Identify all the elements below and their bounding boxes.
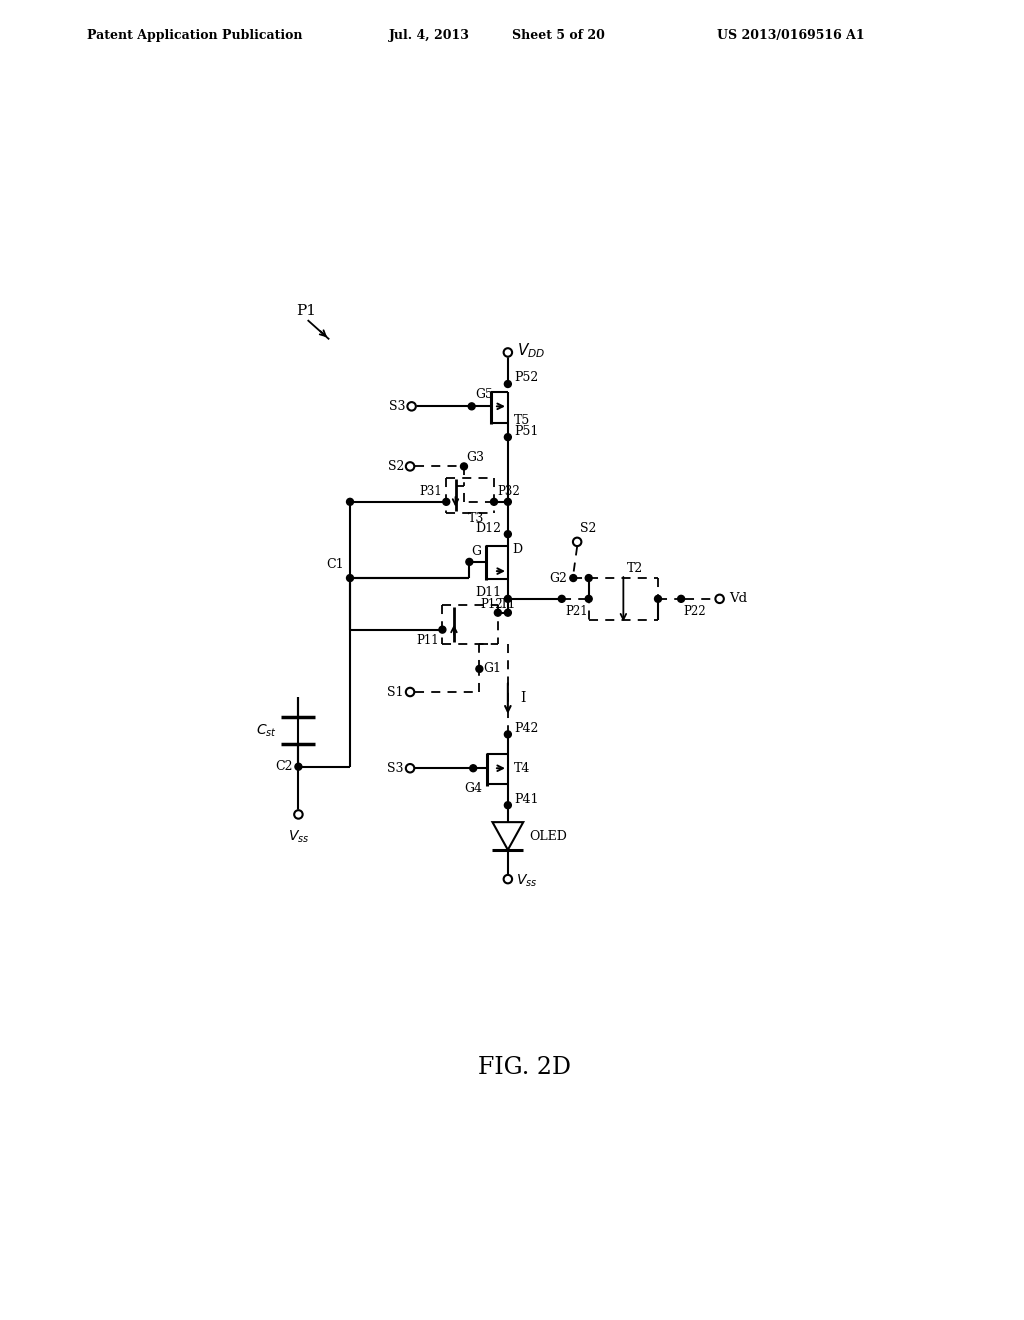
Text: S2: S2 bbox=[581, 521, 597, 535]
Circle shape bbox=[406, 764, 415, 772]
Text: Patent Application Publication: Patent Application Publication bbox=[87, 29, 302, 42]
Text: S2: S2 bbox=[387, 459, 403, 473]
Text: Sheet 5 of 20: Sheet 5 of 20 bbox=[512, 29, 605, 42]
Circle shape bbox=[505, 595, 511, 602]
Text: P32: P32 bbox=[497, 486, 520, 499]
Text: OLED: OLED bbox=[529, 829, 567, 842]
Circle shape bbox=[470, 764, 477, 772]
Circle shape bbox=[442, 499, 450, 506]
Circle shape bbox=[504, 348, 512, 356]
Text: C1: C1 bbox=[327, 557, 344, 570]
Text: $V_{ss}$: $V_{ss}$ bbox=[515, 873, 537, 888]
Text: C2: C2 bbox=[274, 760, 292, 774]
Text: D: D bbox=[512, 543, 522, 556]
Circle shape bbox=[505, 610, 511, 616]
Circle shape bbox=[505, 499, 511, 506]
Text: G3: G3 bbox=[466, 450, 484, 463]
Text: $V_{DD}$: $V_{DD}$ bbox=[517, 342, 546, 360]
Text: G4: G4 bbox=[464, 781, 482, 795]
Text: Jul. 4, 2013: Jul. 4, 2013 bbox=[389, 29, 470, 42]
Circle shape bbox=[654, 595, 662, 602]
Text: P31: P31 bbox=[420, 486, 442, 499]
Text: D11: D11 bbox=[475, 586, 502, 599]
Text: P21: P21 bbox=[565, 605, 588, 618]
Circle shape bbox=[586, 595, 592, 602]
Text: P42: P42 bbox=[514, 722, 539, 735]
Circle shape bbox=[505, 531, 511, 537]
Text: G2: G2 bbox=[549, 572, 567, 585]
Circle shape bbox=[439, 626, 445, 634]
Circle shape bbox=[678, 595, 685, 602]
Text: P41: P41 bbox=[514, 792, 539, 805]
Circle shape bbox=[466, 558, 473, 565]
Circle shape bbox=[505, 731, 511, 738]
Circle shape bbox=[406, 688, 415, 696]
Text: $V_{ss}$: $V_{ss}$ bbox=[288, 829, 309, 845]
Circle shape bbox=[406, 462, 415, 471]
Text: P52: P52 bbox=[514, 371, 539, 384]
Circle shape bbox=[346, 499, 353, 506]
Circle shape bbox=[504, 875, 512, 883]
Text: Vd: Vd bbox=[730, 593, 748, 606]
Text: T4: T4 bbox=[514, 762, 530, 775]
Text: G: G bbox=[472, 545, 481, 557]
Text: US 2013/0169516 A1: US 2013/0169516 A1 bbox=[717, 29, 864, 42]
Text: T1: T1 bbox=[500, 598, 516, 611]
Text: T3: T3 bbox=[468, 512, 484, 525]
Circle shape bbox=[572, 537, 582, 546]
Circle shape bbox=[490, 499, 498, 506]
Text: G5: G5 bbox=[475, 388, 494, 401]
Circle shape bbox=[505, 434, 511, 441]
Text: G1: G1 bbox=[483, 663, 501, 676]
Circle shape bbox=[468, 403, 475, 409]
Text: T5: T5 bbox=[514, 413, 530, 426]
Circle shape bbox=[558, 595, 565, 602]
Text: S1: S1 bbox=[387, 685, 403, 698]
Text: P12: P12 bbox=[480, 598, 503, 611]
Circle shape bbox=[346, 574, 353, 582]
Text: D12: D12 bbox=[476, 521, 502, 535]
Text: I: I bbox=[520, 692, 525, 705]
Text: FIG. 2D: FIG. 2D bbox=[478, 1056, 571, 1078]
Text: S3: S3 bbox=[389, 400, 406, 413]
Circle shape bbox=[408, 403, 416, 411]
Text: P22: P22 bbox=[683, 605, 706, 618]
Circle shape bbox=[294, 810, 303, 818]
Text: P11: P11 bbox=[416, 634, 438, 647]
Text: S3: S3 bbox=[387, 762, 403, 775]
Circle shape bbox=[716, 594, 724, 603]
Text: $C_{st}$: $C_{st}$ bbox=[256, 722, 276, 739]
Circle shape bbox=[505, 380, 511, 388]
Text: T2: T2 bbox=[627, 562, 643, 576]
Text: P1: P1 bbox=[296, 304, 316, 318]
Circle shape bbox=[461, 463, 467, 470]
Circle shape bbox=[505, 801, 511, 809]
Text: P51: P51 bbox=[514, 425, 539, 438]
Circle shape bbox=[295, 763, 302, 770]
Circle shape bbox=[569, 574, 577, 582]
Circle shape bbox=[586, 574, 592, 582]
Circle shape bbox=[495, 610, 502, 616]
Circle shape bbox=[476, 665, 483, 672]
